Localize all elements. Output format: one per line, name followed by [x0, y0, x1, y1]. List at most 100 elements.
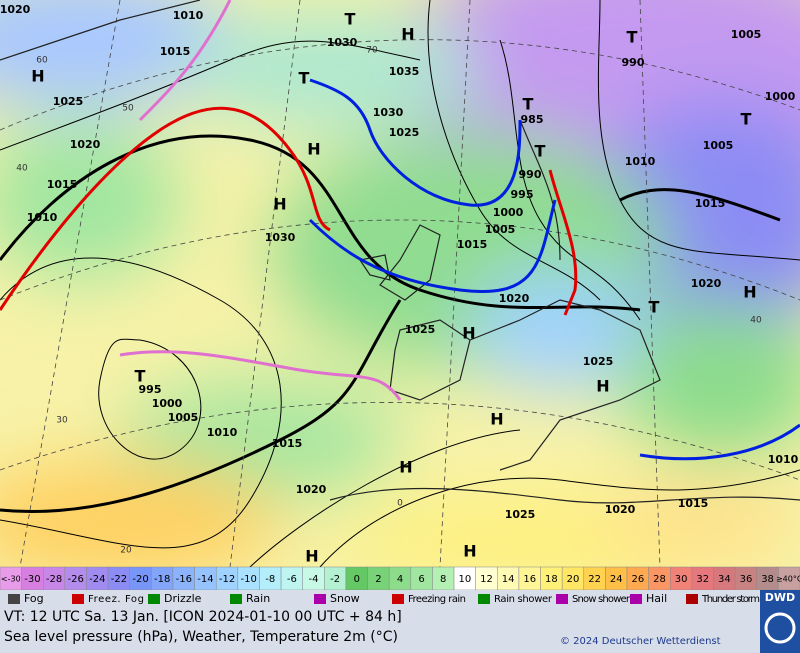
colorbar-label: -22: [111, 574, 127, 585]
isobar: [0, 40, 421, 151]
isobar: [499, 39, 641, 321]
legend-label: Freez. Fog: [88, 594, 144, 605]
pressure-center: H: [401, 25, 414, 44]
legend-label: Hail: [646, 592, 667, 605]
warm-front: [548, 169, 578, 316]
legend-symbol: [392, 594, 404, 604]
pressure-label: 1015: [272, 437, 303, 450]
colorbar-label: -4: [309, 574, 319, 585]
legend-symbol: [630, 594, 642, 604]
pressure-center: T: [299, 69, 310, 88]
legend-label: Fog: [24, 592, 44, 605]
weather-legend: Fog Freez. Fog Drizzle Rain Snow Freezing rai…: [8, 592, 760, 605]
colorbar-label: 28: [653, 574, 666, 585]
colorbar-label: -28: [46, 574, 62, 585]
pressure-label: 1005: [485, 223, 516, 236]
logo-icon: [764, 612, 796, 644]
legend-symbol: [72, 594, 84, 604]
isotherm-label: 40: [750, 316, 762, 326]
isobar: [0, 257, 282, 549]
isobar-1015: [0, 299, 402, 514]
pressure-label: 990: [519, 168, 542, 181]
pressure-center: H: [399, 458, 412, 477]
copyright: © 2024 Deutscher Wetterdienst: [560, 636, 721, 647]
valid-time: VT: 12 UTC Sa. 13 Jan. [ICON 2024-01-10 …: [4, 609, 402, 625]
warm-front: [0, 106, 331, 311]
colorbar-label: ≥40°C: [776, 575, 800, 584]
colorbar-label: -24: [89, 574, 105, 585]
pressure-label: 1020: [70, 138, 101, 151]
isotherm-label: 20: [120, 546, 132, 556]
pressure-label: 1010: [768, 453, 799, 466]
legend-label: Snow: [330, 592, 360, 605]
pressure-label: 1005: [168, 411, 199, 424]
pressure-label: 1005: [703, 139, 734, 152]
pressure-label: 1020: [0, 3, 31, 16]
pressure-label: 1020: [296, 483, 327, 496]
legend-label: Snow shower: [572, 594, 631, 605]
isobar: [319, 469, 800, 568]
cold-front: [639, 423, 800, 461]
colorbar-label: 4: [397, 574, 403, 585]
colorbar-label: 6: [418, 574, 424, 585]
isobar: [427, 0, 601, 301]
legend-symbol: [8, 594, 20, 604]
colorbar-label: 38: [761, 574, 774, 585]
legend-symbol: [478, 594, 490, 604]
coastlines: [0, 0, 800, 504]
pressure-label: 1015: [678, 497, 709, 510]
colorbar-label: 10: [458, 574, 471, 585]
colorbar-label: 22: [588, 574, 601, 585]
colorbar-label: -14: [197, 574, 213, 585]
pressure-label: 985: [521, 113, 544, 126]
pressure-label: 1000: [493, 206, 524, 219]
pressure-center: H: [463, 542, 476, 561]
cold-front: [308, 199, 557, 293]
pressure-label: 995: [511, 188, 534, 201]
legend-symbol: [556, 594, 568, 604]
colorbar-label: -6: [287, 574, 297, 585]
colorbar: <-30 -30 -28 -26 -24 -22 -20 -18 -16 -14 -12 -10 -8-…: [0, 566, 800, 591]
pressure-label: 1000: [765, 90, 796, 103]
pressure-label: 1030: [265, 231, 296, 244]
pressure-center: H: [273, 195, 286, 214]
pressure-center: H: [462, 324, 475, 343]
pressure-label: 1015: [457, 238, 488, 251]
pressure-label: 1015: [695, 197, 726, 210]
colorbar-label: -16: [176, 574, 192, 585]
legend-symbol: [230, 594, 242, 604]
pressure-center: H: [307, 140, 320, 159]
pressure-label: 1020: [499, 292, 530, 305]
colorbar-label: 36: [740, 574, 753, 585]
colorbar-label: 0: [354, 574, 360, 585]
pressure-center: T: [649, 298, 660, 317]
pressure-center: T: [627, 28, 638, 47]
colorbar-label: <-30: [1, 575, 21, 584]
colorbar-label: -26: [68, 574, 84, 585]
colorbar-label: 12: [480, 574, 493, 585]
pressure-center: T: [523, 95, 534, 114]
pressure-label: 1025: [583, 355, 614, 368]
colorbar-label: -18: [154, 574, 170, 585]
colorbar-label: 34: [718, 574, 731, 585]
colorbar-label: -2: [330, 574, 340, 585]
pressure-center: H: [305, 547, 318, 566]
pressure-label: 1030: [373, 106, 404, 119]
pressure-center: H: [596, 377, 609, 396]
temperature-field: [0, 0, 800, 580]
pressure-label: 1015: [160, 45, 191, 58]
colorbar-label: -8: [265, 574, 275, 585]
pressure-center: H: [743, 283, 756, 302]
pressure-label: 1025: [405, 323, 436, 336]
colorbar-label: 16: [523, 574, 536, 585]
legend-label: Rain: [246, 592, 270, 605]
pressure-center: T: [135, 367, 146, 386]
pressure-label: 1030: [327, 36, 358, 49]
colorbar-label: 30: [675, 574, 688, 585]
legend-label: Freezing rain: [408, 594, 466, 605]
pressure-center: T: [741, 110, 752, 129]
fronts: [0, 0, 800, 461]
legend-symbol: [314, 594, 326, 604]
pressure-label: 1010: [207, 426, 238, 439]
pressure-label: 1025: [53, 95, 84, 108]
